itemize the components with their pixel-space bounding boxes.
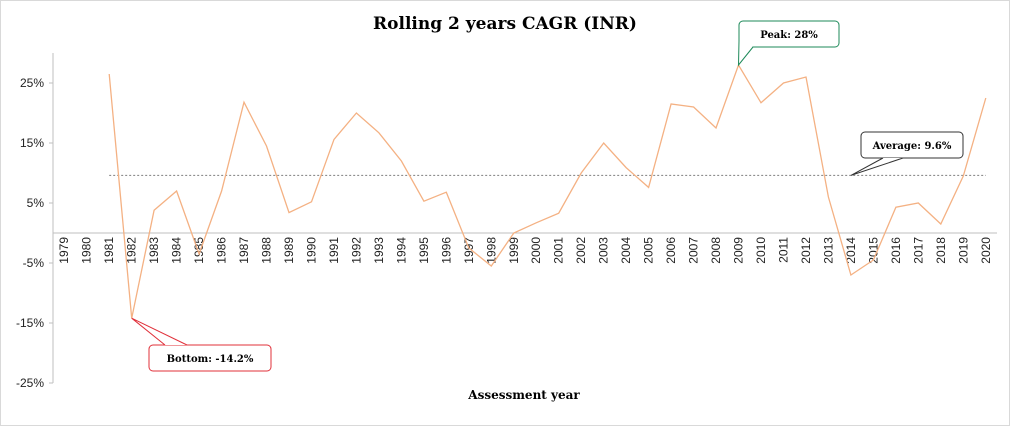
- y-tick-label: -15%: [16, 316, 44, 330]
- x-tick-label: 2007: [687, 237, 701, 264]
- x-tick-label: 2004: [619, 237, 633, 264]
- x-tick-label: 2015: [866, 237, 880, 264]
- x-tick-label: 1989: [282, 237, 296, 264]
- x-tick-label: 1999: [507, 237, 521, 264]
- series-layer: [108, 63, 987, 319]
- annotation-layer: Peak: 28% Average: 9.6% Bottom: -14.2%: [131, 20, 964, 372]
- x-tick-label: 1991: [327, 237, 341, 264]
- x-tick-label: 2002: [574, 237, 588, 264]
- x-tick-label: 1983: [147, 237, 161, 264]
- y-axis: 25% 15% 5% -5% -15% -25%: [16, 53, 54, 390]
- bottom-callout-pointer: [131, 317, 188, 346]
- bottom-callout: Bottom: -14.2%: [131, 317, 272, 372]
- x-tick-label: 1993: [372, 237, 386, 264]
- x-tick-label: 2006: [664, 237, 678, 264]
- x-tick-label: 2014: [844, 237, 858, 264]
- x-tick-label: 2011: [776, 237, 790, 263]
- y-tick-label: -25%: [16, 376, 44, 390]
- x-tick-label: 1998: [484, 237, 498, 264]
- x-tick-label: 1995: [417, 237, 431, 264]
- x-tick-label: 2005: [642, 237, 656, 264]
- x-tick-label: 2018: [934, 237, 948, 264]
- peak-callout: Peak: 28%: [737, 20, 840, 67]
- x-tick-label: 1982: [125, 237, 139, 264]
- x-tick-label: 2016: [889, 237, 903, 264]
- x-tick-label: 2017: [911, 237, 925, 264]
- x-tick-label: 2019: [956, 237, 970, 264]
- y-tick-label: 5%: [27, 196, 45, 210]
- chart-title: Rolling 2 years CAGR (INR): [373, 14, 637, 34]
- y-tick-label: 15%: [20, 136, 44, 150]
- x-tick-label: 1996: [439, 237, 453, 264]
- x-tick-label: 2012: [799, 237, 813, 264]
- average-callout-pointer: [850, 157, 904, 176]
- x-tick-label: 2010: [754, 237, 768, 264]
- x-tick-label: 1986: [215, 237, 229, 264]
- peak-callout-box: [738, 20, 840, 48]
- x-tick-label: 1981: [102, 237, 116, 264]
- peak-callout-label: Peak: 28%: [760, 30, 818, 41]
- x-tick-label: 1979: [57, 237, 71, 264]
- average-callout-label: Average: 9.6%: [872, 141, 952, 152]
- x-tick-label: 1997: [462, 237, 476, 264]
- average-callout-box: [860, 131, 964, 159]
- x-tick-label: 1984: [170, 237, 184, 264]
- x-tick-label: 1988: [260, 237, 274, 264]
- average-callout: Average: 9.6%: [850, 131, 964, 176]
- x-tick-label: 2013: [821, 237, 835, 264]
- x-tick-label: 2003: [597, 237, 611, 264]
- x-tick-label: 1990: [304, 237, 318, 264]
- x-tick-label: 1992: [349, 237, 363, 264]
- x-tick-label: 2020: [979, 237, 993, 264]
- bottom-callout-box: [148, 344, 272, 372]
- bottom-callout-label: Bottom: -14.2%: [167, 354, 254, 365]
- x-tick-label: 2000: [529, 237, 543, 264]
- x-axis-label: Assessment year: [467, 388, 580, 402]
- x-tick-label: 2008: [709, 237, 723, 264]
- series-line: [108, 63, 987, 319]
- peak-callout-pointer: [737, 40, 754, 67]
- x-tick-label: 1980: [80, 237, 94, 264]
- x-axis: 1979 1980 1981 1982 1983 1984 1985 1986 1987 1988…: [53, 232, 997, 264]
- y-tick-label: 25%: [20, 76, 44, 90]
- x-tick-label: 2009: [732, 237, 746, 264]
- x-tick-label: 1994: [394, 237, 408, 264]
- x-tick-label: 1987: [237, 237, 251, 264]
- x-tick-label: 2001: [552, 237, 566, 264]
- y-tick-label: -5%: [23, 256, 45, 270]
